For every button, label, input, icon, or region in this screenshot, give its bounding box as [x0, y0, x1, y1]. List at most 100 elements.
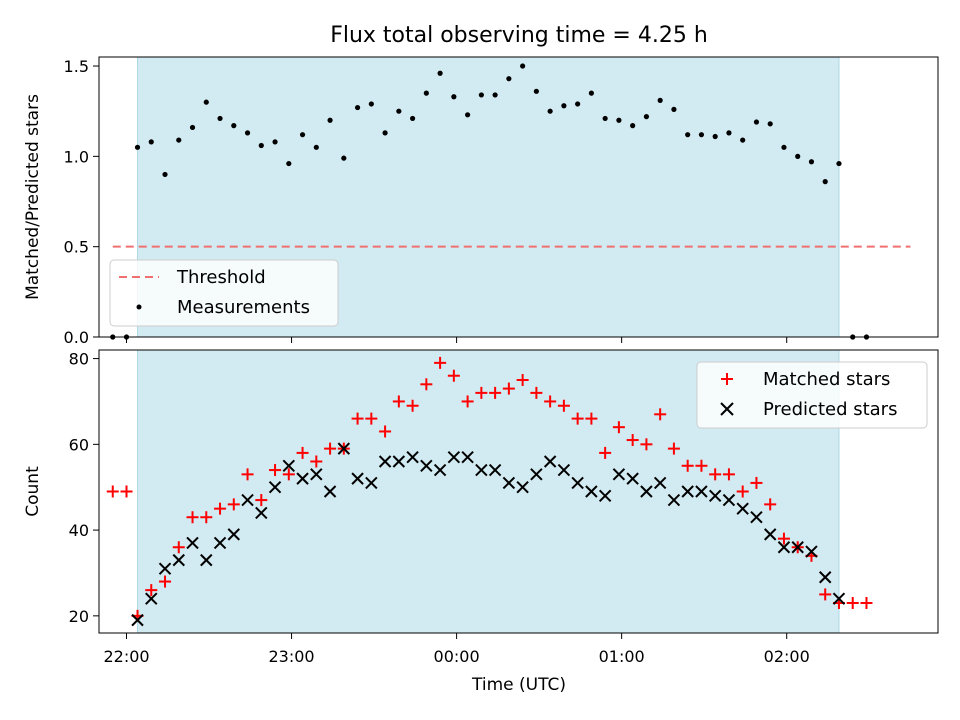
- measurement-point: [162, 171, 168, 178]
- predicted-stars-point: [145, 592, 158, 605]
- measurement-point: [396, 108, 402, 114]
- bottom-y-ticks: 20 40 60 80: [69, 350, 99, 626]
- matched-stars-point: [626, 434, 639, 447]
- measurement-point: [781, 144, 787, 150]
- legend-matched-label: Matched stars: [763, 369, 890, 390]
- measurement-point: [437, 70, 443, 76]
- predicted-stars-point: [172, 553, 185, 567]
- predicted-stars-point: [296, 472, 309, 485]
- matched-stars-point: [269, 464, 282, 477]
- measurement-point: [244, 130, 251, 136]
- predicted-stars-point: [268, 481, 282, 494]
- predicted-stars-point: [750, 511, 763, 524]
- x-tick-label: 01:00: [599, 647, 645, 666]
- predicted-stars-point: [186, 536, 199, 550]
- legend-measurements-label: Measurements: [177, 297, 310, 318]
- predicted-stars-point: [488, 463, 502, 477]
- measurement-point: [767, 121, 773, 127]
- predicted-stars-point: [255, 506, 268, 520]
- predicted-stars-point: [832, 592, 846, 605]
- measurement-point: [630, 123, 636, 129]
- bottom-y-axis-label: Count: [23, 466, 43, 517]
- measurement-point: [575, 101, 581, 107]
- predicted-stars-point: [557, 463, 571, 477]
- matched-stars-point: [406, 399, 419, 412]
- matched-stars-point: [447, 369, 460, 382]
- matched-stars-point: [709, 468, 722, 481]
- bottom-data-layer: [106, 356, 873, 627]
- predicted-stars-point: [763, 528, 777, 541]
- predicted-stars-point: [777, 541, 791, 554]
- top-y-axis-label: Matched/Predicted stars: [23, 94, 43, 300]
- measurement-point: [547, 108, 553, 114]
- matched-stars-point: [310, 455, 323, 468]
- matched-stars-point: [516, 374, 529, 387]
- measurement-point: [698, 132, 705, 138]
- x-tick-label: 23:00: [269, 647, 315, 666]
- measurement-point: [657, 97, 663, 103]
- matched-stars-point: [351, 412, 364, 425]
- top-panel: 0.0 0.5 1.0 1.5 Matched/Predicted stars Thr…: [23, 56, 939, 347]
- matched-stars-point: [612, 421, 625, 434]
- y-tick-label: 80: [69, 350, 89, 369]
- measurement-point: [176, 137, 182, 143]
- matched-stars-point: [681, 459, 694, 472]
- matched-stars-point: [640, 438, 653, 451]
- measurement-point: [299, 132, 306, 138]
- measurement-point: [465, 112, 471, 118]
- measurement-point: [795, 153, 801, 159]
- predicted-stars-point: [626, 472, 639, 485]
- matched-stars-point: [200, 511, 213, 524]
- y-tick-label: 40: [69, 521, 89, 540]
- measurement-point: [520, 63, 526, 69]
- measurement-point: [561, 103, 567, 109]
- matched-stars-point: [227, 498, 240, 511]
- predicted-stars-point: [516, 481, 529, 494]
- measurement-point: [753, 119, 760, 125]
- matched-stars-point: [819, 588, 832, 601]
- measurement-point: [836, 160, 842, 167]
- predicted-stars-point: [351, 472, 364, 485]
- matched-stars-point: [475, 386, 488, 399]
- predicted-stars-point: [585, 485, 598, 498]
- matched-stars-point: [461, 395, 474, 408]
- predicted-stars-point: [213, 536, 227, 550]
- legend-measurements-swatch: [136, 304, 142, 310]
- matched-stars-point: [120, 485, 133, 498]
- predicted-stars-point: [805, 545, 818, 558]
- matched-stars-point: [571, 412, 584, 425]
- measurement-point: [382, 130, 388, 136]
- measurement-point: [451, 94, 457, 100]
- predicted-stars-point: [227, 528, 240, 541]
- measurement-point: [313, 144, 319, 150]
- x-tick-label: 22:00: [103, 647, 149, 666]
- matched-stars-point: [392, 395, 405, 408]
- measurement-point: [217, 115, 223, 122]
- measurement-point: [134, 144, 141, 150]
- top-x-ticks: [126, 337, 788, 343]
- matched-stars-point: [585, 412, 598, 425]
- predicted-stars-point: [461, 450, 474, 464]
- matched-stars-point: [599, 446, 612, 459]
- predicted-stars-point: [667, 493, 681, 507]
- measurement-point: [740, 137, 746, 143]
- matched-stars-point: [860, 596, 873, 609]
- measurement-point: [506, 76, 512, 82]
- chart-title: Flux total observing time = 4.25 h: [330, 23, 708, 48]
- predicted-stars-point: [378, 455, 392, 468]
- predicted-stars-point: [653, 476, 667, 490]
- predicted-stars-point: [200, 553, 213, 567]
- predicted-stars-point: [681, 485, 694, 498]
- predicted-stars-point: [241, 493, 254, 507]
- measurement-point: [341, 155, 347, 161]
- predicted-stars-point: [433, 463, 447, 477]
- predicted-stars-point: [543, 455, 557, 468]
- top-axes-frame: [98, 56, 939, 338]
- matched-stars-point: [722, 468, 735, 481]
- measurement-point: [478, 92, 484, 98]
- matched-stars-point: [489, 386, 502, 399]
- predicted-stars-point: [736, 502, 749, 515]
- matched-stars-point: [365, 412, 378, 425]
- measurement-point: [354, 104, 361, 111]
